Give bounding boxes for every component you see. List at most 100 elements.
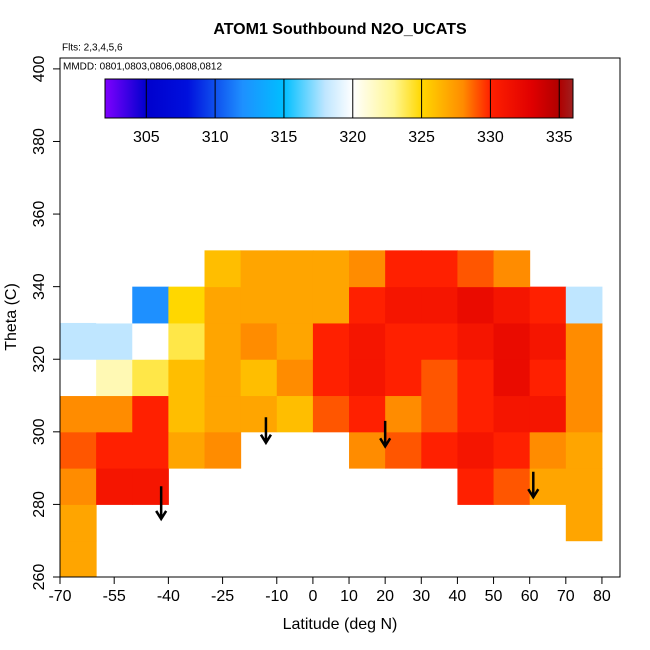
heat-cell — [529, 286, 567, 324]
heat-cell — [240, 286, 278, 324]
heat-cell — [204, 250, 242, 288]
heat-cell — [168, 286, 206, 324]
heat-cell — [493, 359, 531, 397]
heat-cell — [96, 468, 133, 505]
arrow — [259, 417, 272, 446]
heat-cell — [349, 322, 386, 360]
heat-cell — [385, 431, 422, 469]
heat-cell — [132, 468, 169, 505]
colorbar — [104, 78, 574, 119]
x-tick-label: -70 — [48, 588, 71, 605]
heat-cell — [529, 322, 567, 360]
heat-cell — [312, 286, 350, 324]
heat-cell — [276, 395, 314, 433]
heat-cell — [529, 468, 567, 505]
heat-cell — [385, 359, 422, 397]
heat-cell — [96, 395, 133, 433]
heat-cell — [132, 359, 169, 397]
colorbar-tick-label: 325 — [408, 129, 435, 146]
y-tick-label: 260 — [31, 564, 48, 591]
colorbar-tick-label: 330 — [477, 129, 504, 146]
heat-cell — [276, 286, 314, 324]
colorbar-tick-label: 335 — [546, 129, 573, 146]
heat-cell — [565, 468, 603, 505]
heat-cell — [457, 359, 495, 397]
heat-cell — [493, 395, 531, 433]
x-tick-label: 80 — [593, 588, 611, 605]
heat-cell — [312, 359, 350, 397]
heat-cell — [565, 395, 603, 433]
heat-cell — [276, 250, 314, 288]
y-tick-label: 300 — [31, 418, 48, 445]
heat-cell — [457, 468, 495, 505]
heat-cell — [276, 359, 314, 397]
heat-cell — [312, 322, 350, 360]
heat-cell — [349, 286, 386, 324]
heat-cell — [96, 322, 133, 360]
heat-cell — [240, 395, 278, 433]
heat-cell — [565, 286, 603, 324]
x-tick-label: 60 — [521, 588, 539, 605]
heat-cell — [60, 540, 97, 578]
heat-cell — [204, 395, 242, 433]
heat-cell — [312, 395, 350, 433]
heat-cell — [457, 322, 495, 360]
heat-cell — [96, 431, 133, 469]
heat-cell — [132, 286, 169, 324]
heat-cell — [529, 359, 567, 397]
x-tick-label: -10 — [265, 588, 288, 605]
heat-cell — [349, 359, 386, 397]
heat-cell — [168, 395, 206, 433]
heat-cell — [349, 431, 386, 469]
subtitle: Flts: 2,3,4,5,6 — [62, 43, 123, 54]
heat-cell — [168, 431, 206, 469]
x-tick-label: -55 — [103, 588, 126, 605]
chart-title: ATOM1 Southbound N2O_UCATS — [213, 21, 467, 38]
heat-cell — [457, 250, 495, 288]
heat-cell — [60, 431, 97, 469]
colorbar-tick-label: 315 — [271, 129, 298, 146]
arrow — [155, 486, 168, 522]
heat-cell — [312, 250, 350, 288]
heat-cell — [132, 395, 169, 433]
heat-cell — [493, 431, 531, 469]
heat-cell — [565, 431, 603, 469]
heat-cell — [240, 250, 278, 288]
y-tick-label: 380 — [31, 128, 48, 155]
heat-cell — [457, 286, 495, 324]
x-tick-label: 50 — [485, 588, 503, 605]
annotation: MMDD: 0801,0803,0806,0808,0812 — [63, 62, 222, 73]
heat-cell — [493, 286, 531, 324]
heat-cell — [204, 286, 242, 324]
colorbar-tick-label: 310 — [202, 129, 229, 146]
heat-cell — [457, 431, 495, 469]
heat-cell — [204, 322, 242, 360]
x-tick-label: 0 — [308, 588, 317, 605]
heat-cell — [565, 504, 603, 542]
heat-cell — [565, 322, 603, 360]
x-tick-label: 20 — [376, 588, 394, 605]
arrow — [379, 420, 392, 449]
heat-cell — [421, 286, 458, 324]
heat-cell — [421, 322, 458, 360]
heat-cell — [132, 431, 169, 469]
heat-cell — [457, 395, 495, 433]
heat-cell — [421, 359, 458, 397]
plot-frame — [59, 57, 621, 578]
colorbar-tick-label: 305 — [133, 129, 160, 146]
heat-cell — [565, 359, 603, 397]
heat-cell — [96, 286, 133, 324]
heat-cell — [60, 395, 97, 433]
heat-cell — [385, 250, 422, 288]
x-tick-label: 30 — [412, 588, 430, 605]
y-axis-label: Theta (C) — [3, 283, 20, 351]
heat-cell — [493, 322, 531, 360]
heat-cell — [276, 322, 314, 360]
heat-cell — [349, 395, 386, 433]
heat-cell — [421, 431, 458, 469]
heat-cell — [385, 395, 422, 433]
heat-cell — [96, 359, 133, 397]
heat-cell — [421, 250, 458, 288]
arrow — [527, 471, 540, 500]
